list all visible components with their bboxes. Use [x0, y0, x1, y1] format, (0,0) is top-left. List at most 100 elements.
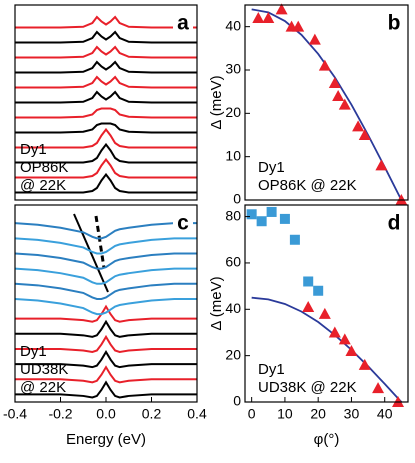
- annotation: @ 22K: [20, 177, 66, 194]
- curve: [15, 334, 197, 354]
- panel-label: b: [388, 12, 401, 35]
- square-marker: [266, 206, 277, 217]
- annotation: OP86K: [20, 159, 68, 176]
- curve: [15, 237, 197, 255]
- triangle-marker: [252, 12, 265, 23]
- panel-label: d: [388, 212, 401, 235]
- y-tick-label: 40: [225, 300, 241, 316]
- triangle-marker: [345, 345, 358, 357]
- annotation: @ 22K: [20, 379, 66, 396]
- x-tick-label: 40: [377, 406, 393, 422]
- triangle-marker: [318, 307, 331, 319]
- curve: [15, 282, 197, 300]
- y-tick-label: 80: [225, 207, 241, 223]
- y-tick-label: 40: [225, 17, 241, 33]
- x-axis-label: Energy (eV): [66, 431, 146, 448]
- triangle-marker: [358, 129, 371, 140]
- triangle-marker: [352, 120, 365, 132]
- square-marker: [279, 213, 290, 224]
- y-tick-label: 10: [225, 147, 241, 163]
- curve: [15, 380, 197, 399]
- square-marker: [246, 209, 257, 220]
- curve: [251, 296, 403, 402]
- square-marker: [303, 276, 314, 287]
- triangle-marker: [318, 59, 331, 71]
- x-tick-label: 30: [344, 406, 360, 422]
- annotation: UD38K @ 22K: [258, 379, 357, 396]
- triangle-marker: [358, 358, 371, 370]
- curve: [15, 252, 197, 270]
- guide-line: [73, 213, 109, 293]
- annotation: Dy1: [20, 141, 47, 158]
- square-marker: [256, 216, 267, 227]
- triangle-marker: [262, 12, 275, 23]
- curve: [15, 45, 197, 59]
- curve: [15, 350, 197, 369]
- plot-area: [15, 222, 197, 399]
- y-tick-label: 20: [225, 346, 241, 362]
- y-tick-label: 60: [225, 254, 241, 270]
- triangle-marker: [338, 333, 351, 345]
- y-tick-label: 20: [225, 104, 241, 120]
- triangle-marker: [275, 3, 288, 15]
- curve: [15, 304, 197, 323]
- curve: [15, 222, 197, 240]
- curve: [15, 60, 197, 74]
- y-tick-label: 30: [225, 61, 241, 77]
- x-tick-label: -0.4: [3, 406, 27, 422]
- x-tick-label: 0: [248, 406, 256, 422]
- curve: [15, 319, 197, 338]
- x-tick-label: 0.2: [142, 406, 162, 422]
- x-tick-label: 10: [277, 406, 293, 422]
- label-box: [173, 211, 193, 235]
- curve: [15, 365, 197, 384]
- curve: [15, 297, 197, 316]
- x-tick-label: 0.4: [187, 406, 207, 422]
- triangle-marker: [328, 326, 341, 338]
- curve: [15, 142, 197, 164]
- panel-label: c: [177, 212, 189, 235]
- curve: [15, 30, 197, 44]
- triangle-marker: [308, 33, 321, 45]
- annotation: Dy1: [258, 361, 285, 378]
- panel-label: a: [177, 12, 189, 35]
- x-axis-label: φ(°): [314, 431, 340, 448]
- x-tick-label: 20: [310, 406, 326, 422]
- y-tick-label: 0: [233, 393, 241, 409]
- triangle-marker: [372, 382, 385, 394]
- annotation: Dy1: [258, 159, 285, 176]
- curve: [15, 122, 197, 134]
- annotation: UD38K: [20, 361, 68, 378]
- square-marker: [313, 285, 324, 296]
- curve: [15, 75, 197, 89]
- y-axis-label: Δ (meV): [208, 276, 225, 330]
- square-marker: [289, 234, 300, 245]
- x-tick-label: -0.2: [48, 406, 72, 422]
- curve: [15, 107, 197, 119]
- frame: [244, 204, 409, 403]
- triangle-marker: [302, 300, 315, 312]
- curve: [15, 172, 197, 194]
- curve: [15, 15, 197, 29]
- guide-dashed-line: [94, 215, 106, 269]
- frame: [244, 4, 409, 201]
- curve: [15, 267, 197, 285]
- label-box: [173, 11, 193, 35]
- x-tick-label: 0.0: [96, 406, 116, 422]
- plot-area: [251, 296, 403, 402]
- curve: [15, 90, 197, 104]
- y-axis-label: Δ (meV): [208, 75, 225, 129]
- y-tick-label: 0: [233, 191, 241, 207]
- triangle-marker: [292, 20, 305, 32]
- triangle-marker: [328, 77, 341, 88]
- frame: [14, 4, 198, 201]
- curve: [15, 157, 197, 179]
- curve: [15, 127, 197, 149]
- annotation: Dy1: [20, 343, 47, 360]
- triangle-marker: [375, 159, 388, 171]
